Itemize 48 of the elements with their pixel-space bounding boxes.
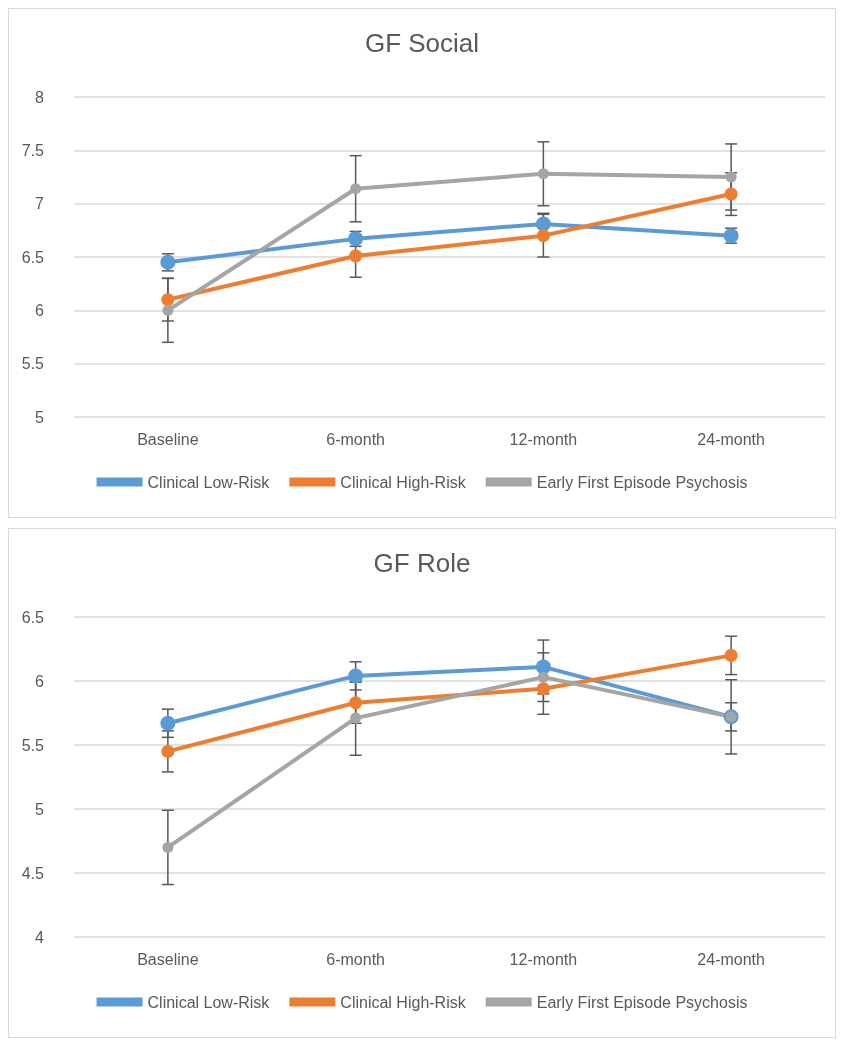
point	[537, 168, 549, 180]
x-tick-label: 6-month	[326, 950, 385, 968]
point	[535, 216, 551, 232]
x-tick-label: 12-month	[509, 430, 578, 448]
x-tick-label: 24-month	[697, 950, 765, 968]
legend-label: Clinical Low-Risk	[147, 473, 271, 491]
legend-label: Clinical High-Risk	[340, 993, 467, 1011]
x-tick-label: Baseline	[137, 950, 199, 968]
x-tick-label: Baseline	[137, 430, 199, 448]
point	[350, 183, 362, 195]
point	[162, 304, 174, 316]
point	[724, 648, 738, 662]
point	[348, 668, 364, 684]
point	[535, 659, 551, 675]
point	[161, 293, 175, 307]
y-tick-label: 4.5	[21, 864, 45, 882]
y-tick-label: 7.5	[21, 141, 45, 159]
point	[160, 715, 176, 731]
y-tick-label: 5	[35, 800, 45, 818]
point	[725, 171, 737, 183]
chart-title: GF Social	[364, 28, 480, 58]
y-tick-label: 4	[35, 928, 45, 946]
point	[349, 696, 363, 710]
y-tick-label: 5.5	[21, 355, 45, 373]
x-tick-label: 24-month	[697, 430, 765, 448]
legend-label: Early First Episode Psychosis	[536, 473, 748, 491]
point	[536, 682, 550, 696]
point	[161, 744, 175, 758]
legend-label: Clinical Low-Risk	[147, 993, 271, 1011]
chart-title: GF Role	[373, 548, 471, 578]
y-tick-label: 8	[35, 88, 45, 106]
point	[724, 187, 738, 201]
y-tick-label: 7	[35, 195, 45, 213]
y-tick-label: 5	[35, 408, 45, 426]
point	[537, 671, 549, 683]
y-tick-label: 6	[35, 301, 45, 319]
y-tick-label: 6	[35, 672, 45, 690]
y-tick-label: 6.5	[21, 608, 45, 626]
point	[162, 841, 174, 853]
legend-label: Clinical High-Risk	[340, 473, 467, 491]
point	[536, 229, 550, 243]
point	[349, 249, 363, 263]
x-tick-label: 6-month	[326, 430, 385, 448]
x-tick-label: 12-month	[509, 950, 578, 968]
y-tick-label: 6.5	[21, 248, 45, 266]
point	[350, 712, 362, 724]
legend-label: Early First Episode Psychosis	[536, 993, 748, 1011]
y-tick-label: 5.5	[21, 736, 45, 754]
